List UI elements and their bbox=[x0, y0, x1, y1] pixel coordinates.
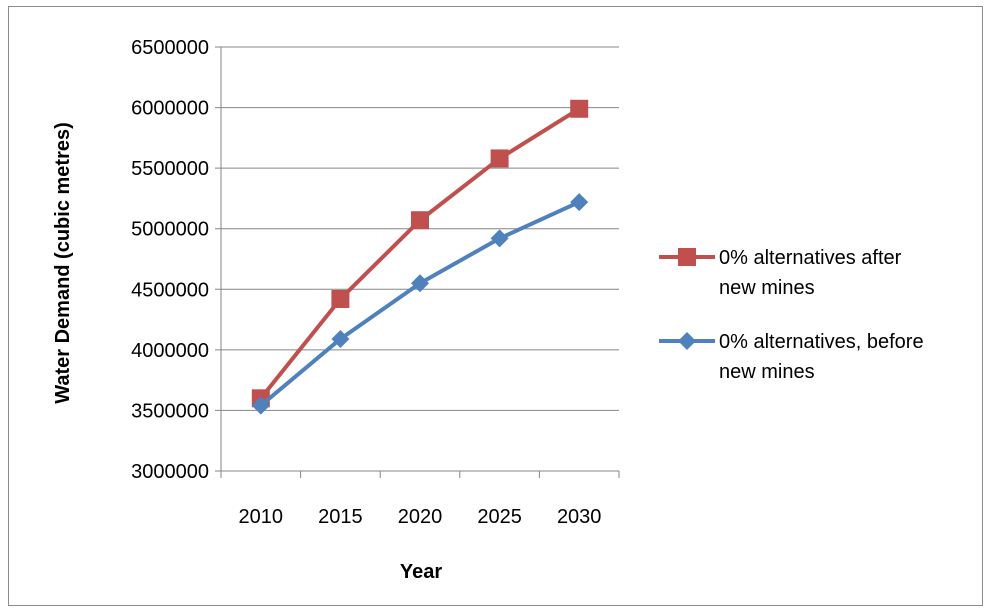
series-1 bbox=[251, 193, 589, 415]
chart-frame: 3000000 3500000 4000000 4500000 5000000 55000… bbox=[8, 6, 983, 606]
legend-label-1-line-1: new mines bbox=[719, 361, 815, 383]
gridlines bbox=[215, 46, 619, 472]
data-point-0-2 bbox=[411, 211, 429, 230]
x-tick-label-1: 2015 bbox=[318, 506, 363, 528]
y-tick-label-5: 5500000 bbox=[131, 158, 209, 180]
data-point-1-1 bbox=[331, 329, 350, 348]
line-chart: 3000000 3500000 4000000 4500000 5000000 55000… bbox=[52, 37, 924, 583]
y-tick-label-1: 3500000 bbox=[131, 400, 209, 422]
legend-swatch-marker-0 bbox=[678, 248, 696, 266]
y-tick-labels: 3000000 3500000 4000000 4500000 5000000 55000… bbox=[131, 37, 209, 483]
series-line-1 bbox=[259, 200, 581, 408]
series-group bbox=[251, 99, 589, 415]
data-point-1-2 bbox=[411, 274, 429, 293]
y-tick-label-3: 4500000 bbox=[131, 279, 209, 301]
data-point-0-4 bbox=[570, 99, 589, 118]
x-tick-label-0: 2010 bbox=[239, 506, 284, 528]
data-point-1-4 bbox=[570, 193, 589, 212]
y-axis-title: Water Demand (cubic metres) bbox=[52, 122, 74, 404]
y-tick-label-0: 3000000 bbox=[131, 461, 209, 483]
x-tick-label-2: 2020 bbox=[398, 506, 443, 528]
y-tick-label-4: 5000000 bbox=[131, 219, 209, 241]
legend-entry-1: 0% alternatives, before new mines bbox=[659, 331, 924, 383]
legend-entry-0: 0% alternatives after new mines bbox=[659, 247, 902, 299]
series-line-0 bbox=[259, 107, 581, 400]
data-point-0-3 bbox=[490, 149, 509, 168]
x-tick-label-4: 2030 bbox=[557, 506, 602, 528]
y-tick-label-6: 6000000 bbox=[131, 98, 209, 120]
legend-label-0-line-1: new mines bbox=[719, 277, 815, 299]
legend-label-0-line-0: 0% alternatives after bbox=[719, 247, 902, 269]
x-axis-title: Year bbox=[400, 561, 442, 583]
y-tick-label-7: 6500000 bbox=[131, 37, 209, 59]
data-point-1-3 bbox=[490, 229, 509, 248]
axes bbox=[220, 47, 620, 478]
series-0 bbox=[251, 99, 589, 408]
x-tick-label-3: 2025 bbox=[477, 506, 522, 528]
legend-label-1-line-0: 0% alternatives, before bbox=[719, 331, 924, 353]
data-point-0-1 bbox=[331, 289, 350, 308]
legend-swatch-marker-1 bbox=[678, 332, 696, 350]
x-tick-labels: 2010 2015 2020 2025 2030 bbox=[239, 506, 602, 528]
y-tick-label-2: 4000000 bbox=[131, 340, 209, 362]
